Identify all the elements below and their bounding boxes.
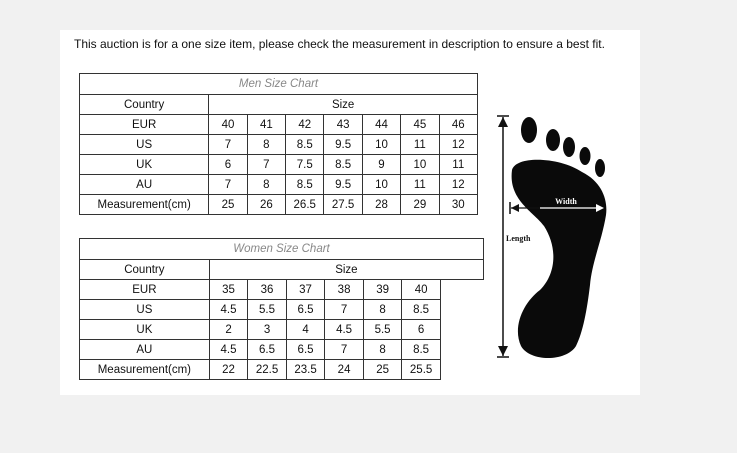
size-cell: 43 bbox=[323, 114, 363, 135]
row-label: AU bbox=[78, 174, 210, 195]
empty-cell bbox=[439, 279, 484, 380]
width-arrow bbox=[509, 202, 604, 214]
table-row: US 7 8 8.5 9.5 10 11 12 bbox=[78, 134, 479, 155]
size-cell: 22.5 bbox=[247, 359, 287, 380]
size-cell: 10 bbox=[400, 154, 440, 175]
size-cell: 10 bbox=[361, 134, 402, 155]
size-cell: 28 bbox=[361, 194, 402, 215]
table-row: Measurement(cm) 22 22.5 23.5 24 25 25.5 bbox=[79, 359, 484, 380]
men-size-chart: Men Size Chart Country Size EUR 40 41 42 43 44 45… bbox=[78, 73, 479, 215]
length-label: Length bbox=[506, 234, 531, 243]
size-cell: 6.5 bbox=[285, 339, 326, 360]
size-cell: 12 bbox=[438, 134, 479, 155]
table-row: EUR 35 36 37 38 39 40 bbox=[79, 279, 484, 380]
women-size-chart: Women Size Chart Country Size EUR 35 36 37 38 39… bbox=[79, 238, 485, 380]
size-cell: 22 bbox=[208, 359, 249, 380]
table-row: EUR 40 41 42 43 44 45 46 bbox=[78, 114, 479, 135]
size-cell: 24 bbox=[324, 359, 364, 380]
size-cell: 9.5 bbox=[323, 174, 363, 195]
table-row: Measurement(cm) 25 26 26.5 27.5 28 29 30 bbox=[78, 194, 479, 215]
row-label: Measurement(cm) bbox=[79, 359, 210, 380]
length-arrow bbox=[497, 115, 509, 358]
size-cell: 25 bbox=[362, 359, 403, 380]
size-cell: 23.5 bbox=[285, 359, 326, 380]
table-row: AU 7 8 8.5 9.5 10 11 12 bbox=[78, 174, 479, 195]
row-label: EUR bbox=[78, 114, 210, 135]
size-cell: 4.5 bbox=[208, 299, 249, 320]
row-label: Measurement(cm) bbox=[78, 194, 210, 215]
chart-title-row: Women Size Chart bbox=[79, 238, 484, 260]
width-label: Width bbox=[555, 197, 577, 206]
size-cell: 26 bbox=[246, 194, 287, 215]
foot-icon bbox=[511, 117, 607, 358]
size-cell: 35 bbox=[208, 279, 249, 300]
size-cell: 27.5 bbox=[323, 194, 363, 215]
notice-text: This auction is for a one size item, ple… bbox=[74, 37, 605, 51]
table-row: US 4.5 5.5 6.5 7 8 8.5 bbox=[79, 299, 484, 320]
size-cell: 25.5 bbox=[401, 359, 441, 380]
size-cell: 26.5 bbox=[285, 194, 325, 215]
size-cell: 8.5 bbox=[285, 174, 325, 195]
size-cell: 38 bbox=[324, 279, 364, 300]
size-cell: 10 bbox=[361, 174, 402, 195]
chart-title: Women Size Chart bbox=[79, 238, 484, 260]
size-cell: 30 bbox=[438, 194, 479, 215]
